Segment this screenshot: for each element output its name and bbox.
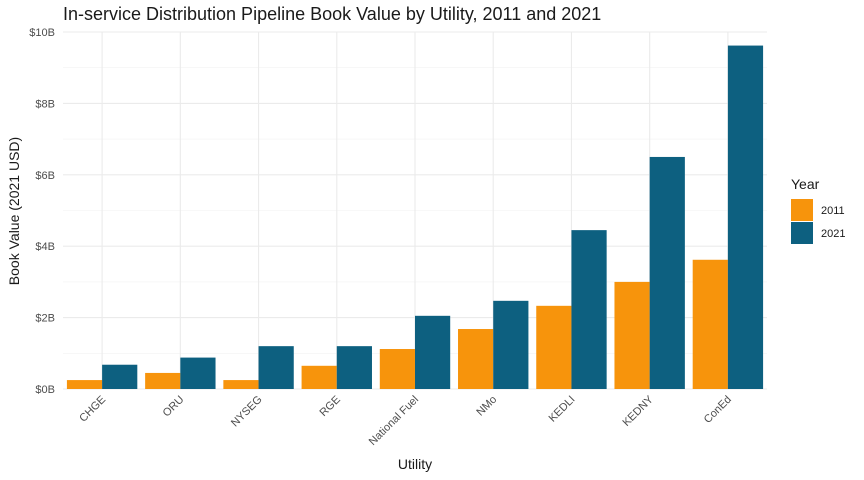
x-tick-label: NMo: [474, 394, 499, 419]
bar-oru-2011: [145, 372, 181, 389]
x-axis-ticks: CHGE ORU NYSEG RGE National Fuel NMo KEDLI KEDN…: [77, 393, 734, 448]
x-axis-label: Utility: [398, 456, 432, 472]
y-axis-ticks: $0B $2B $4B $6B $8B $10B: [29, 27, 55, 396]
y-tick-label: $8B: [35, 98, 55, 110]
y-tick-label: $2B: [35, 313, 55, 325]
bar-rge-2021: [336, 346, 372, 389]
chart-title: In-service Distribution Pipeline Book Va…: [63, 4, 602, 24]
legend-label-2021: 2021: [821, 228, 845, 240]
y-tick-label: $4B: [35, 241, 55, 253]
bar-nyseg-2021: [258, 346, 294, 389]
legend-title: Year: [791, 176, 820, 192]
y-tick-label: $6B: [35, 170, 55, 182]
x-tick-label: NYSEG: [229, 394, 265, 430]
x-tick-label: RGE: [318, 394, 343, 419]
y-axis-label: Book Value (2021 USD): [6, 137, 22, 285]
y-tick-label: $10B: [29, 27, 55, 39]
bar-kedny-2021: [649, 156, 685, 389]
x-tick-label: ORU: [161, 394, 187, 420]
bar-national-fuel-2011: [379, 349, 415, 389]
legend-swatch-2011: [791, 199, 813, 221]
bar-kedli-2021: [571, 230, 607, 389]
x-tick-label: KEDLI: [547, 394, 578, 425]
x-tick-label: National Fuel: [367, 394, 421, 448]
bar-nyseg-2011: [223, 380, 259, 389]
y-tick-label: $0B: [35, 384, 55, 396]
bar-national-fuel-2021: [415, 315, 451, 389]
bar-kedli-2011: [536, 305, 572, 389]
bar-chge-2021: [102, 364, 138, 389]
x-tick-label: KEDNY: [620, 393, 656, 429]
bar-rge-2011: [301, 365, 337, 389]
bar-oru-2021: [180, 357, 216, 389]
legend-swatch-2021: [791, 222, 813, 244]
bar-coned-2011: [692, 259, 728, 389]
bar-nmo-2011: [458, 329, 494, 389]
bar-kedny-2011: [614, 281, 650, 389]
x-tick-label: ConEd: [702, 394, 734, 426]
bar-coned-2021: [727, 45, 764, 389]
legend: Year 2011 2021: [791, 176, 845, 244]
bar-chge-2011: [66, 380, 103, 389]
bars: [66, 45, 764, 389]
legend-label-2011: 2011: [821, 205, 845, 217]
bar-nmo-2021: [493, 300, 529, 389]
x-tick-label: CHGE: [77, 394, 108, 425]
